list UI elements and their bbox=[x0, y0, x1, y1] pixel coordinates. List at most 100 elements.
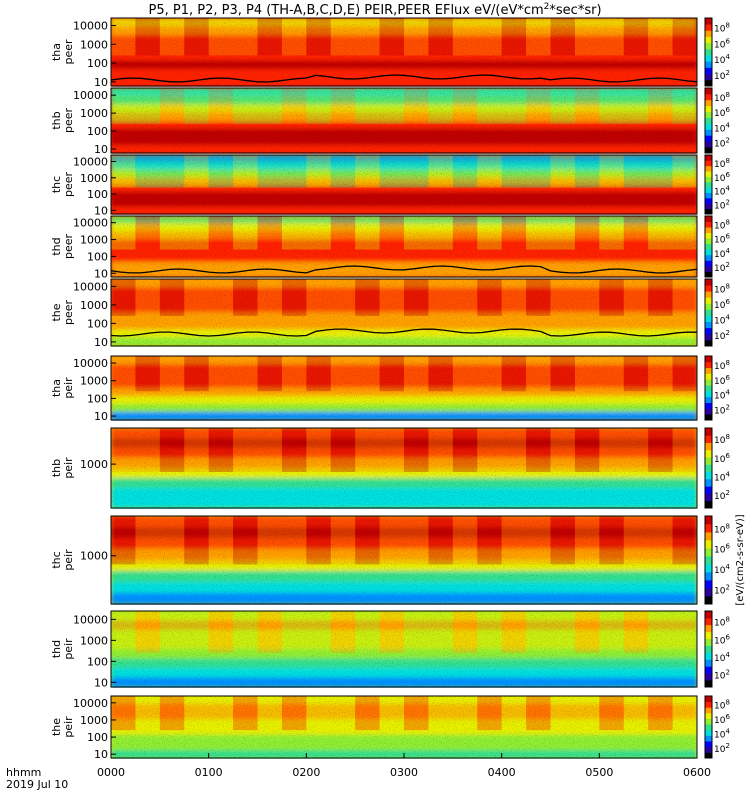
y-tick-label: 1000 bbox=[80, 172, 108, 185]
colorbar-tick-label: 106 bbox=[714, 106, 730, 119]
colorbar-swatch bbox=[705, 111, 712, 118]
colorbar-swatch bbox=[705, 105, 712, 113]
colorbar-frame bbox=[704, 515, 713, 605]
panel-tha-peir: 10 100 1000 10000 tha peir 102 104 106 108 bbox=[50, 355, 730, 423]
colorbar-frame bbox=[704, 355, 713, 421]
y-axis-label: tha bbox=[50, 379, 63, 397]
colorbar-tick-label: 102 bbox=[714, 198, 730, 211]
y-tick-label: 100 bbox=[87, 317, 108, 330]
spectrogram-field bbox=[111, 88, 698, 154]
colorbar-swatch bbox=[705, 724, 712, 731]
colorbar-swatch bbox=[705, 414, 712, 421]
colorbar-swatch bbox=[705, 36, 712, 44]
y-tick-label: 10000 bbox=[73, 217, 108, 230]
colorbar-swatch bbox=[705, 147, 712, 154]
colorbar-swatch bbox=[705, 752, 712, 759]
colorbar-tick-label: 108 bbox=[714, 282, 730, 295]
colorbar-swatch bbox=[705, 315, 712, 323]
colorbar-tick-label: 106 bbox=[714, 37, 730, 50]
colorbar-tick-label: 108 bbox=[714, 699, 730, 712]
colorbar-swatch bbox=[705, 18, 712, 25]
colorbar-tick-label: 108 bbox=[714, 359, 730, 372]
spectrogram-field bbox=[111, 216, 698, 278]
y-tick-label: 10 bbox=[94, 336, 108, 349]
colorbar-swatch bbox=[705, 227, 712, 234]
colorbar-swatch bbox=[705, 390, 712, 398]
colorbar-swatch bbox=[705, 493, 712, 502]
y-tick-label: 10000 bbox=[73, 697, 108, 710]
panel-thd-peir: 10 100 1000 10000 thd peir 102 104 106 108 bbox=[50, 610, 730, 689]
colorbar-swatch bbox=[705, 216, 712, 222]
panel-frame bbox=[110, 278, 698, 347]
y-tick-label: 1000 bbox=[80, 550, 108, 563]
low-energy-boundary-line bbox=[110, 74, 698, 83]
y-axis-label: peir bbox=[62, 716, 75, 738]
y-axis-label: peer bbox=[62, 172, 75, 198]
colorbar-swatch bbox=[705, 42, 712, 50]
x-tick-label: 0600 bbox=[683, 766, 711, 779]
colorbar-swatch bbox=[705, 524, 712, 533]
colorbar-swatch bbox=[705, 729, 712, 736]
colorbar-swatch bbox=[705, 291, 712, 298]
title-tail: *sec*sr) bbox=[549, 3, 601, 18]
colorbar-swatch bbox=[705, 333, 712, 341]
colorbar-swatch bbox=[705, 55, 712, 62]
colorbar-swatch bbox=[705, 580, 712, 589]
colorbar-swatch bbox=[705, 449, 712, 458]
colorbar-swatch bbox=[705, 611, 712, 619]
colorbar-swatch bbox=[705, 303, 712, 310]
colorbar-swatch bbox=[705, 596, 712, 605]
y-tick-label: 1000 bbox=[80, 38, 108, 51]
y-axis-label: thc bbox=[50, 176, 63, 193]
colorbar-swatch bbox=[705, 367, 712, 374]
colorbar-tick-label: 108 bbox=[714, 433, 730, 446]
y-axis-label: tha bbox=[50, 43, 63, 61]
colorbar-tick-label: 106 bbox=[714, 713, 730, 726]
y-tick-label: 1000 bbox=[80, 375, 108, 388]
colorbar-swatch bbox=[705, 435, 712, 443]
colorbar-swatch bbox=[705, 680, 712, 688]
colorbar-swatch bbox=[705, 402, 712, 409]
speckle bbox=[111, 216, 697, 277]
colorbar-tick-label: 104 bbox=[714, 185, 730, 198]
y-axis-label: thd bbox=[50, 640, 63, 658]
colorbar-swatch bbox=[705, 243, 712, 250]
colorbar-swatch bbox=[705, 500, 712, 509]
y-tick-label: 100 bbox=[87, 188, 108, 201]
colorbar-swatch bbox=[705, 260, 712, 267]
colorbar-frame bbox=[704, 427, 713, 509]
y-tick-label: 10 bbox=[94, 204, 108, 217]
spectrogram-field bbox=[111, 516, 698, 605]
colorbar-tick-label: 106 bbox=[714, 452, 730, 465]
y-tick-label: 1000 bbox=[80, 634, 108, 647]
colorbar-frame bbox=[704, 695, 713, 759]
y-axis-label: peir bbox=[62, 549, 75, 571]
speckle bbox=[111, 356, 697, 420]
colorbar-frame bbox=[704, 87, 713, 154]
colorbar-tick-label: 104 bbox=[714, 389, 730, 402]
colorbar-swatch bbox=[705, 428, 712, 436]
colorbar-swatch bbox=[705, 30, 712, 37]
x-tick-label: 0000 bbox=[97, 766, 125, 779]
x-tick-label: 0400 bbox=[488, 766, 516, 779]
x-tick-label: 0500 bbox=[585, 766, 613, 779]
colorbar-swatch bbox=[705, 741, 712, 748]
colorbar-swatch bbox=[705, 673, 712, 681]
colorbar-swatch bbox=[705, 297, 712, 304]
colorbar-tick-label: 106 bbox=[714, 298, 730, 311]
spectrogram-field bbox=[111, 279, 698, 347]
colorbar-swatch bbox=[705, 471, 712, 480]
speckle bbox=[111, 611, 697, 687]
panel-thb-peir: 1000 thb peir 102 104 106 108 bbox=[50, 427, 730, 509]
panel-frame bbox=[110, 87, 698, 154]
speckle bbox=[111, 155, 697, 214]
colorbar-swatch bbox=[705, 588, 712, 597]
spectrogram-field bbox=[111, 696, 698, 759]
colorbar-swatch bbox=[705, 540, 712, 549]
